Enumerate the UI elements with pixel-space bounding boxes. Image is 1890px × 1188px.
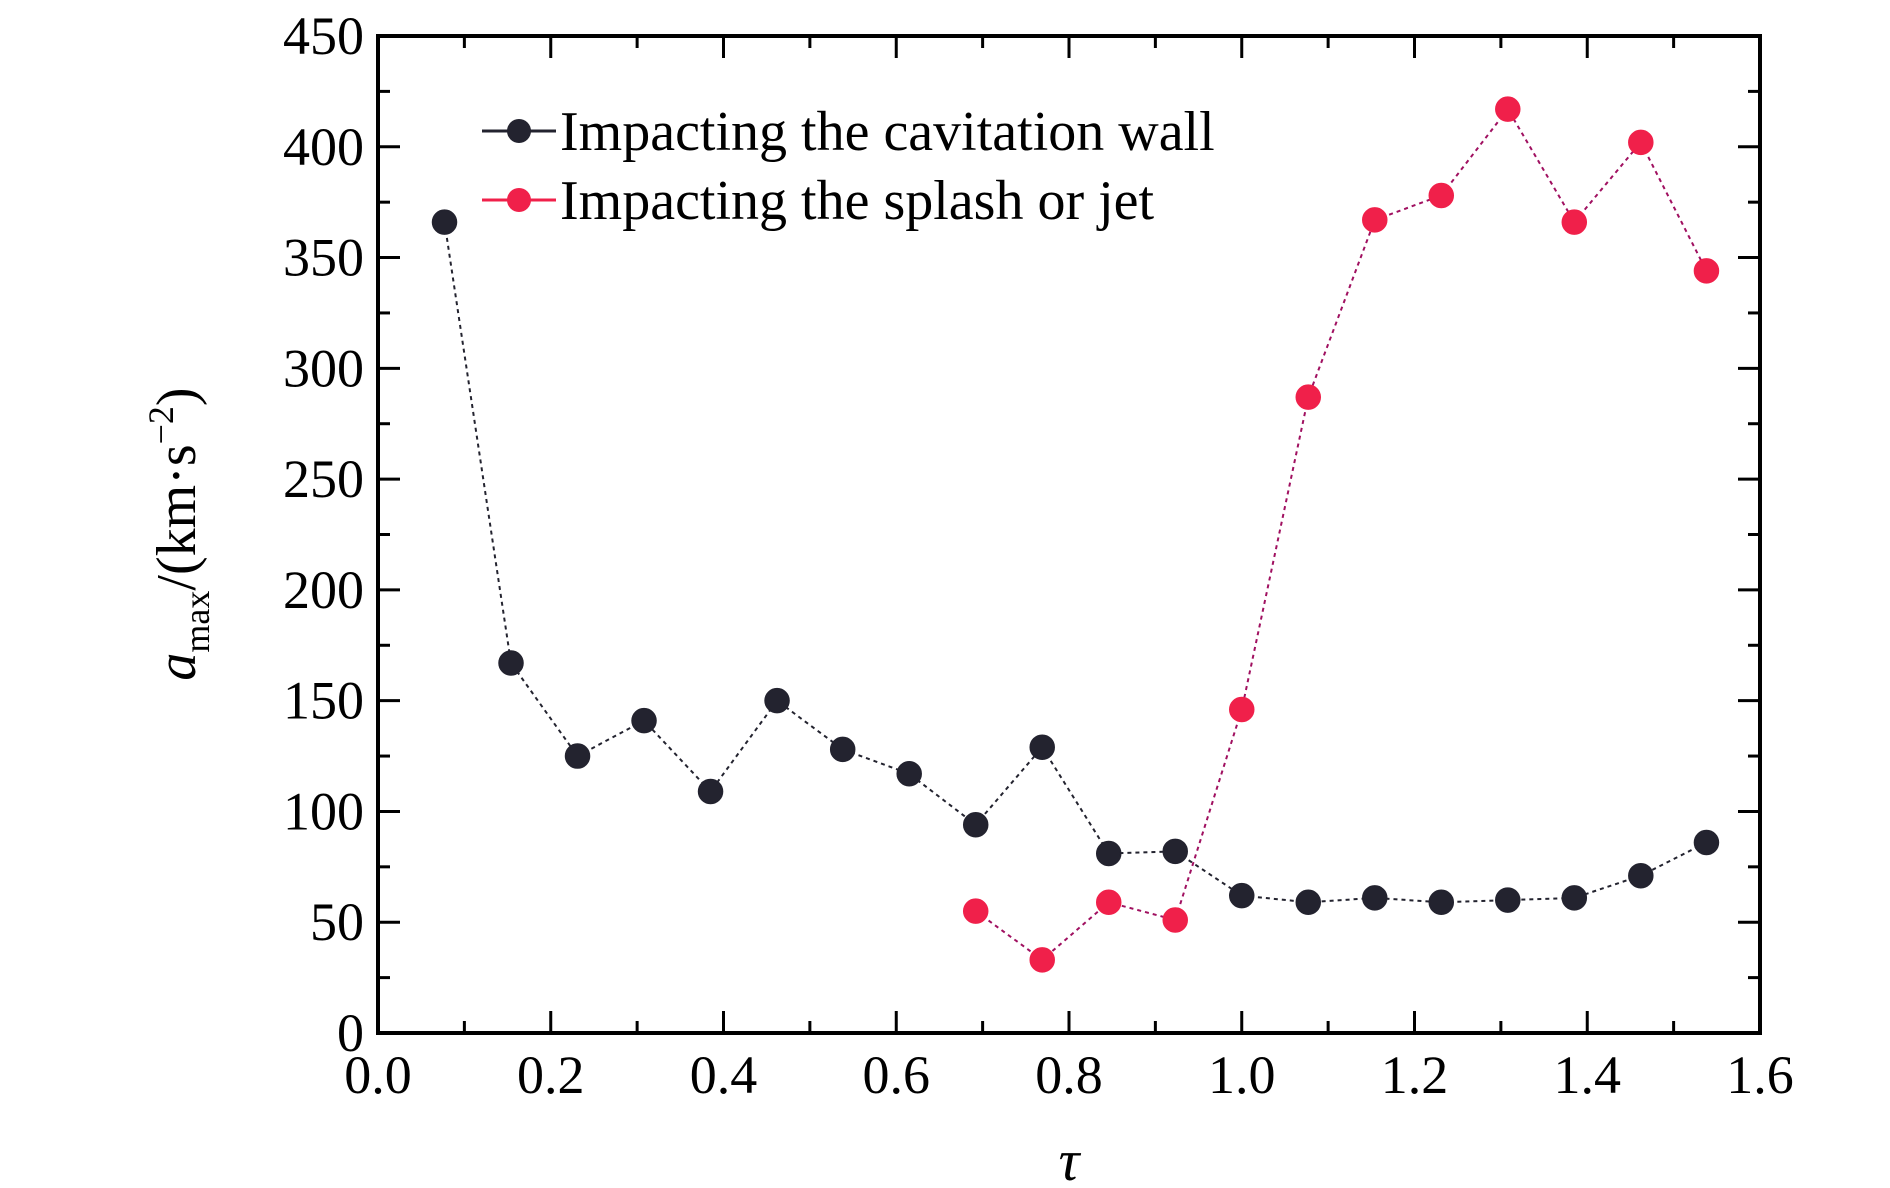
data-point (1295, 889, 1322, 916)
data-point (1495, 96, 1521, 122)
data-point (1362, 207, 1388, 233)
data-point (1628, 862, 1654, 889)
y-tick-label: 200 (283, 560, 364, 620)
y-tick-label: 150 (283, 671, 364, 731)
x-tick-label: 0.4 (690, 1045, 758, 1105)
data-point (631, 707, 657, 734)
x-tick-label: 0.0 (344, 1045, 412, 1105)
x-tick-labels: 0.0 0.2 0.4 0.6 0.8 1.0 1.2 1.4 1.6 (344, 1045, 1794, 1105)
data-point (1229, 882, 1255, 909)
x-tick-label: 1.6 (1726, 1045, 1794, 1105)
data-point (697, 778, 724, 805)
y-tick-label: 400 (283, 117, 364, 177)
y-tick-label: 350 (283, 228, 364, 288)
legend: Impacting the cavitation wall Impacting … (482, 101, 1215, 232)
series-line-0 (443, 221, 1707, 904)
data-point (764, 687, 790, 714)
series-layer (431, 96, 1720, 973)
y-tick-label: 250 (283, 449, 364, 509)
data-point (1029, 947, 1055, 973)
data-point (1095, 889, 1122, 916)
y-tick-label: 0 (337, 1003, 364, 1063)
x-axis-title: τ (1059, 1128, 1082, 1188)
data-point (1162, 838, 1188, 865)
data-point (962, 898, 989, 924)
y-axis-title-subscript: max (177, 591, 217, 653)
legend-label-1: Impacting the splash or jet (560, 170, 1155, 232)
y-tick-labels: 0 50 100 150 200 250 300 350 400 450 (283, 6, 364, 1063)
data-point (1095, 840, 1122, 867)
data-point (1693, 258, 1720, 284)
series-0 (431, 209, 1720, 916)
data-point (1561, 209, 1588, 235)
data-point (1428, 182, 1455, 209)
x-tick-label: 1.2 (1381, 1045, 1449, 1105)
y-tick-label: 100 (283, 781, 364, 841)
y-tick-label: 300 (283, 338, 364, 398)
x-tick-label: 0.8 (1035, 1045, 1103, 1105)
legend-label-0: Impacting the cavitation wall (560, 101, 1215, 163)
axis-ticks (376, 34, 1762, 1035)
data-point (1362, 885, 1388, 911)
data-point (1229, 696, 1255, 723)
data-point (896, 761, 922, 787)
series-1 (962, 96, 1720, 973)
y-axis-title-close: ) (146, 387, 208, 406)
data-point (1428, 889, 1455, 916)
x-tick-label: 1.0 (1208, 1045, 1276, 1105)
data-point (1628, 129, 1654, 156)
y-tick-label: 450 (283, 6, 364, 66)
data-point (1561, 885, 1588, 911)
data-point (962, 811, 989, 838)
legend-marker-0 (507, 119, 531, 143)
data-point (1295, 384, 1322, 410)
legend-marker-1 (507, 188, 531, 212)
y-axis-title-exponent: −2 (141, 406, 181, 444)
data-point (829, 736, 856, 763)
x-tick-label: 0.6 (863, 1045, 931, 1105)
data-point (1495, 887, 1521, 913)
y-tick-label: 50 (310, 892, 364, 952)
data-point (1162, 907, 1188, 933)
data-point (564, 743, 591, 769)
x-tick-label: 1.4 (1554, 1045, 1622, 1105)
y-axis-title-base: a (146, 653, 208, 681)
data-point (431, 209, 458, 235)
data-point (1029, 734, 1055, 760)
y-axis-title-units: /(km·s (146, 444, 208, 590)
x-tick-label: 0.2 (517, 1045, 585, 1105)
data-point (1693, 829, 1720, 856)
data-point (498, 650, 524, 676)
y-axis-title: amax/(km·s−2) (141, 387, 217, 680)
series-line-1 (975, 107, 1708, 962)
